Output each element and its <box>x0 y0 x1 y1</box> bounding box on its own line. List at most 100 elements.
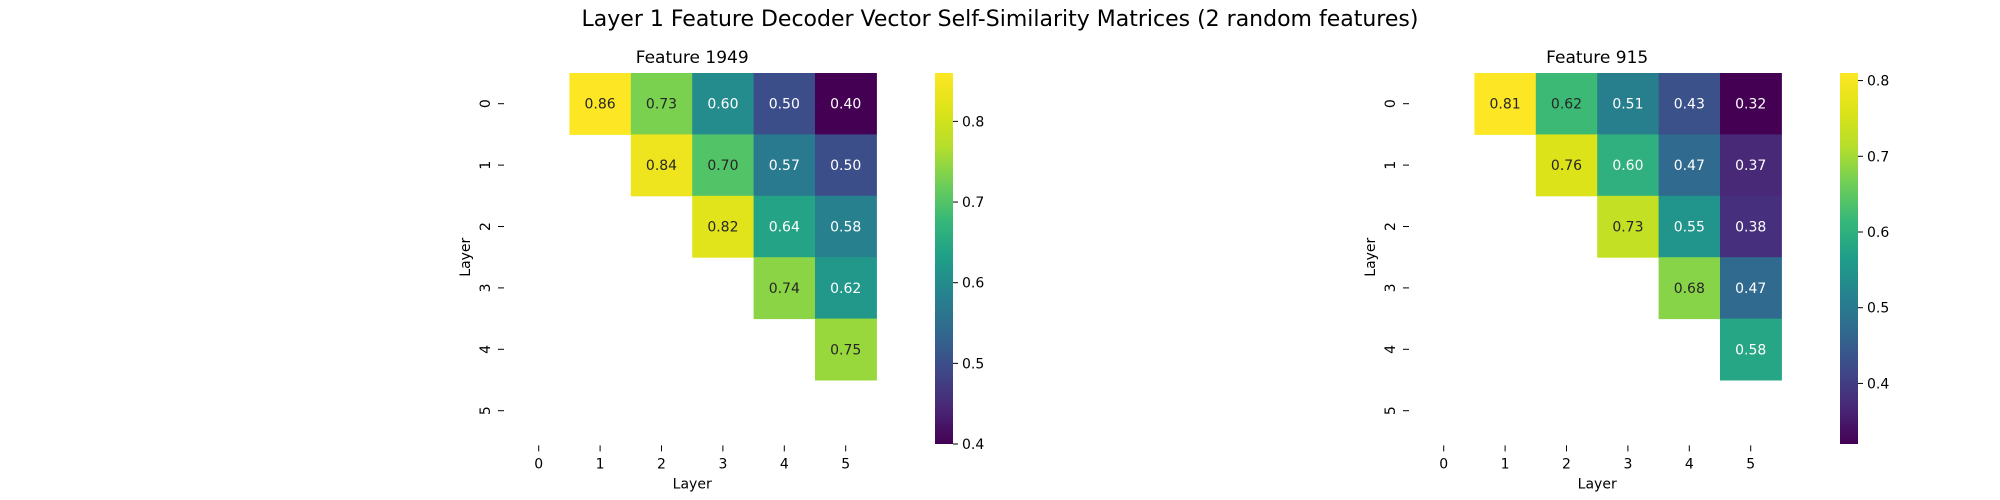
x-tick-label: 4 <box>1685 456 1694 472</box>
heatmap-cell <box>1474 73 1537 135</box>
heatmap-cell <box>815 195 877 258</box>
colorbar-gradient <box>935 73 953 444</box>
heatmap-cell <box>815 318 877 381</box>
heatmap-cell <box>1597 73 1660 135</box>
y-tick-label: 3 <box>1383 283 1399 292</box>
heatmap-cell <box>1535 134 1598 197</box>
heatmap-cell <box>753 73 816 135</box>
colorbar-tick-label: 0.8 <box>1867 74 1889 90</box>
cell-value-label: 0.68 <box>1674 281 1705 297</box>
heatmap-cell <box>1658 134 1721 197</box>
heatmap-cell <box>1720 195 1782 258</box>
y-tick-label: 2 <box>478 222 494 231</box>
colorbar-tick-label: 0.4 <box>962 437 984 453</box>
y-tick-label: 5 <box>478 406 494 415</box>
cell-value-label: 0.47 <box>1674 158 1705 174</box>
cell-value-label: 0.75 <box>830 342 861 358</box>
colorbar-tick-label: 0.8 <box>962 114 984 130</box>
x-tick-label: 3 <box>718 456 727 472</box>
heatmap-cell <box>815 257 877 320</box>
heatmap-cell <box>692 73 755 135</box>
cell-value-label: 0.74 <box>769 281 800 297</box>
heatmap-cell <box>753 257 816 320</box>
colorbar-tick-label: 0.6 <box>1867 225 1889 241</box>
heatmap-cell <box>1720 73 1782 135</box>
colorbar-tick-label: 0.7 <box>1867 149 1889 165</box>
heatmap-cell <box>692 134 755 197</box>
heatmap-cell <box>630 73 693 135</box>
x-tick-label: 5 <box>1746 456 1755 472</box>
cell-value-label: 0.70 <box>707 158 738 174</box>
cell-value-label: 0.50 <box>769 97 800 113</box>
cell-value-label: 0.82 <box>707 220 738 236</box>
cell-value-label: 0.73 <box>646 97 677 113</box>
cell-value-label: 0.60 <box>707 97 738 113</box>
x-tick-label: 1 <box>596 456 605 472</box>
x-tick-label: 2 <box>1562 456 1571 472</box>
cell-value-label: 0.57 <box>769 158 800 174</box>
cell-value-label: 0.47 <box>1735 281 1766 297</box>
y-axis-label: Layer <box>458 237 474 276</box>
x-tick-label: 4 <box>780 456 789 472</box>
heatmap-cell <box>569 73 632 135</box>
y-tick-label: 0 <box>478 99 494 108</box>
cell-value-label: 0.37 <box>1735 158 1766 174</box>
cell-value-label: 0.76 <box>1551 158 1582 174</box>
cell-value-label: 0.58 <box>830 220 861 236</box>
cell-value-label: 0.55 <box>1674 220 1705 236</box>
heatmap-cell <box>1658 73 1721 135</box>
colorbar-tick-label: 0.5 <box>1867 301 1889 317</box>
heatmap-cell <box>1720 134 1782 197</box>
x-tick-label: 1 <box>1501 456 1510 472</box>
cell-value-label: 0.62 <box>1551 97 1582 113</box>
cell-value-label: 0.62 <box>830 281 861 297</box>
cell-value-label: 0.40 <box>830 97 861 113</box>
y-tick-label: 1 <box>478 161 494 170</box>
cell-value-label: 0.50 <box>830 158 861 174</box>
heatmap-cell <box>753 134 816 197</box>
y-tick-label: 0 <box>1383 99 1399 108</box>
colorbar-tick-label: 0.4 <box>1867 376 1889 392</box>
panel-title: Feature 915 <box>1546 48 1648 68</box>
y-tick-label: 5 <box>1383 406 1399 415</box>
x-tick-label: 2 <box>657 456 666 472</box>
x-axis-label: Layer <box>1578 476 1617 492</box>
cell-value-label: 0.86 <box>585 97 616 113</box>
panel-title: Feature 1949 <box>636 48 749 68</box>
colorbar: 0.4 0.5 0.6 0.7 0.8 <box>935 73 984 453</box>
colorbar-gradient <box>1840 73 1858 444</box>
heatmap-cell <box>815 134 877 197</box>
y-axis-label: Layer <box>1363 237 1379 276</box>
cell-value-label: 0.81 <box>1490 97 1521 113</box>
figure-title: Layer 1 Feature Decoder Vector Self-Simi… <box>581 7 1419 32</box>
x-tick-label: 0 <box>1439 456 1448 472</box>
cell-value-label: 0.38 <box>1735 220 1766 236</box>
x-axis-label: Layer <box>673 476 712 492</box>
x-tick-label: 0 <box>534 456 543 472</box>
colorbar-tick-label: 0.6 <box>962 276 984 292</box>
heatmap-cell <box>1658 257 1721 320</box>
heatmap-cell <box>1597 195 1660 258</box>
cell-value-label: 0.64 <box>769 220 800 236</box>
cell-value-label: 0.51 <box>1612 97 1643 113</box>
y-tick-label: 3 <box>478 283 494 292</box>
heatmap-cell <box>692 195 755 258</box>
colorbar: 0.4 0.5 0.6 0.7 0.8 <box>1840 73 1889 444</box>
heatmap-cell <box>1720 257 1782 320</box>
y-tick-label: 4 <box>1383 345 1399 354</box>
cell-value-label: 0.58 <box>1735 342 1766 358</box>
heatmap-cell <box>630 134 693 197</box>
cell-value-label: 0.32 <box>1735 97 1766 113</box>
heatmap-cell <box>815 73 877 135</box>
cell-value-label: 0.84 <box>646 158 677 174</box>
cell-value-label: 0.60 <box>1612 158 1643 174</box>
heatmap-cell <box>1720 318 1782 381</box>
cell-value-label: 0.73 <box>1612 220 1643 236</box>
colorbar-tick-label: 0.7 <box>962 195 984 211</box>
heatmap-cell <box>1535 73 1598 135</box>
heatmap-cell <box>1658 195 1721 258</box>
heatmap-cell <box>1597 134 1660 197</box>
